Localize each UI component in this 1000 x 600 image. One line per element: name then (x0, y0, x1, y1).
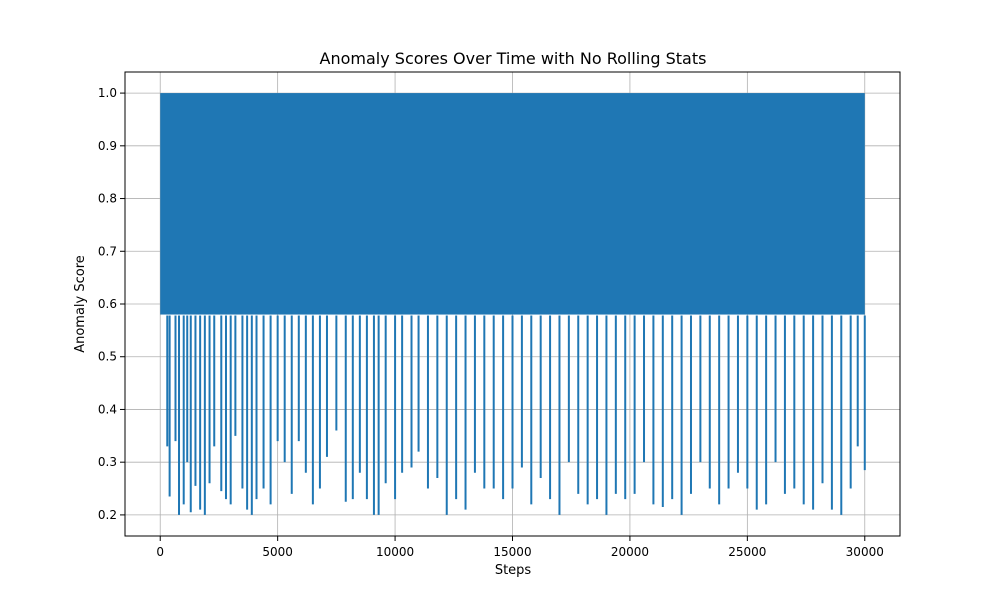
x-tick-label: 25000 (728, 545, 766, 559)
x-tick-label: 20000 (611, 545, 649, 559)
y-axis-ticks: 0.2 0.3 0.4 0.5 0.6 0.7 0.8 0.9 1.0 (98, 86, 125, 522)
y-tick-label: 0.7 (98, 244, 117, 258)
x-tick-label: 5000 (262, 545, 293, 559)
y-tick-label: 0.2 (98, 508, 117, 522)
x-axis-label: Steps (495, 563, 532, 578)
y-tick-label: 0.3 (98, 455, 117, 469)
y-tick-label: 0.8 (98, 192, 117, 206)
chart-title: Anomaly Scores Over Time with No Rolling… (320, 49, 707, 68)
y-tick-label: 1.0 (98, 86, 117, 100)
y-tick-label: 0.5 (98, 350, 117, 364)
x-tick-label: 10000 (376, 545, 414, 559)
y-tick-label: 0.4 (98, 402, 117, 416)
x-axis-ticks: 0 5000 10000 15000 20000 25000 30000 (156, 536, 884, 559)
x-tick-label: 30000 (846, 545, 884, 559)
series-dense-band (160, 93, 865, 315)
y-axis-label: Anomaly Score (73, 255, 88, 353)
plot-area (160, 93, 866, 515)
x-tick-label: 15000 (493, 545, 531, 559)
y-tick-label: 0.6 (98, 297, 117, 311)
x-tick-label: 0 (156, 545, 164, 559)
y-tick-label: 0.9 (98, 139, 117, 153)
